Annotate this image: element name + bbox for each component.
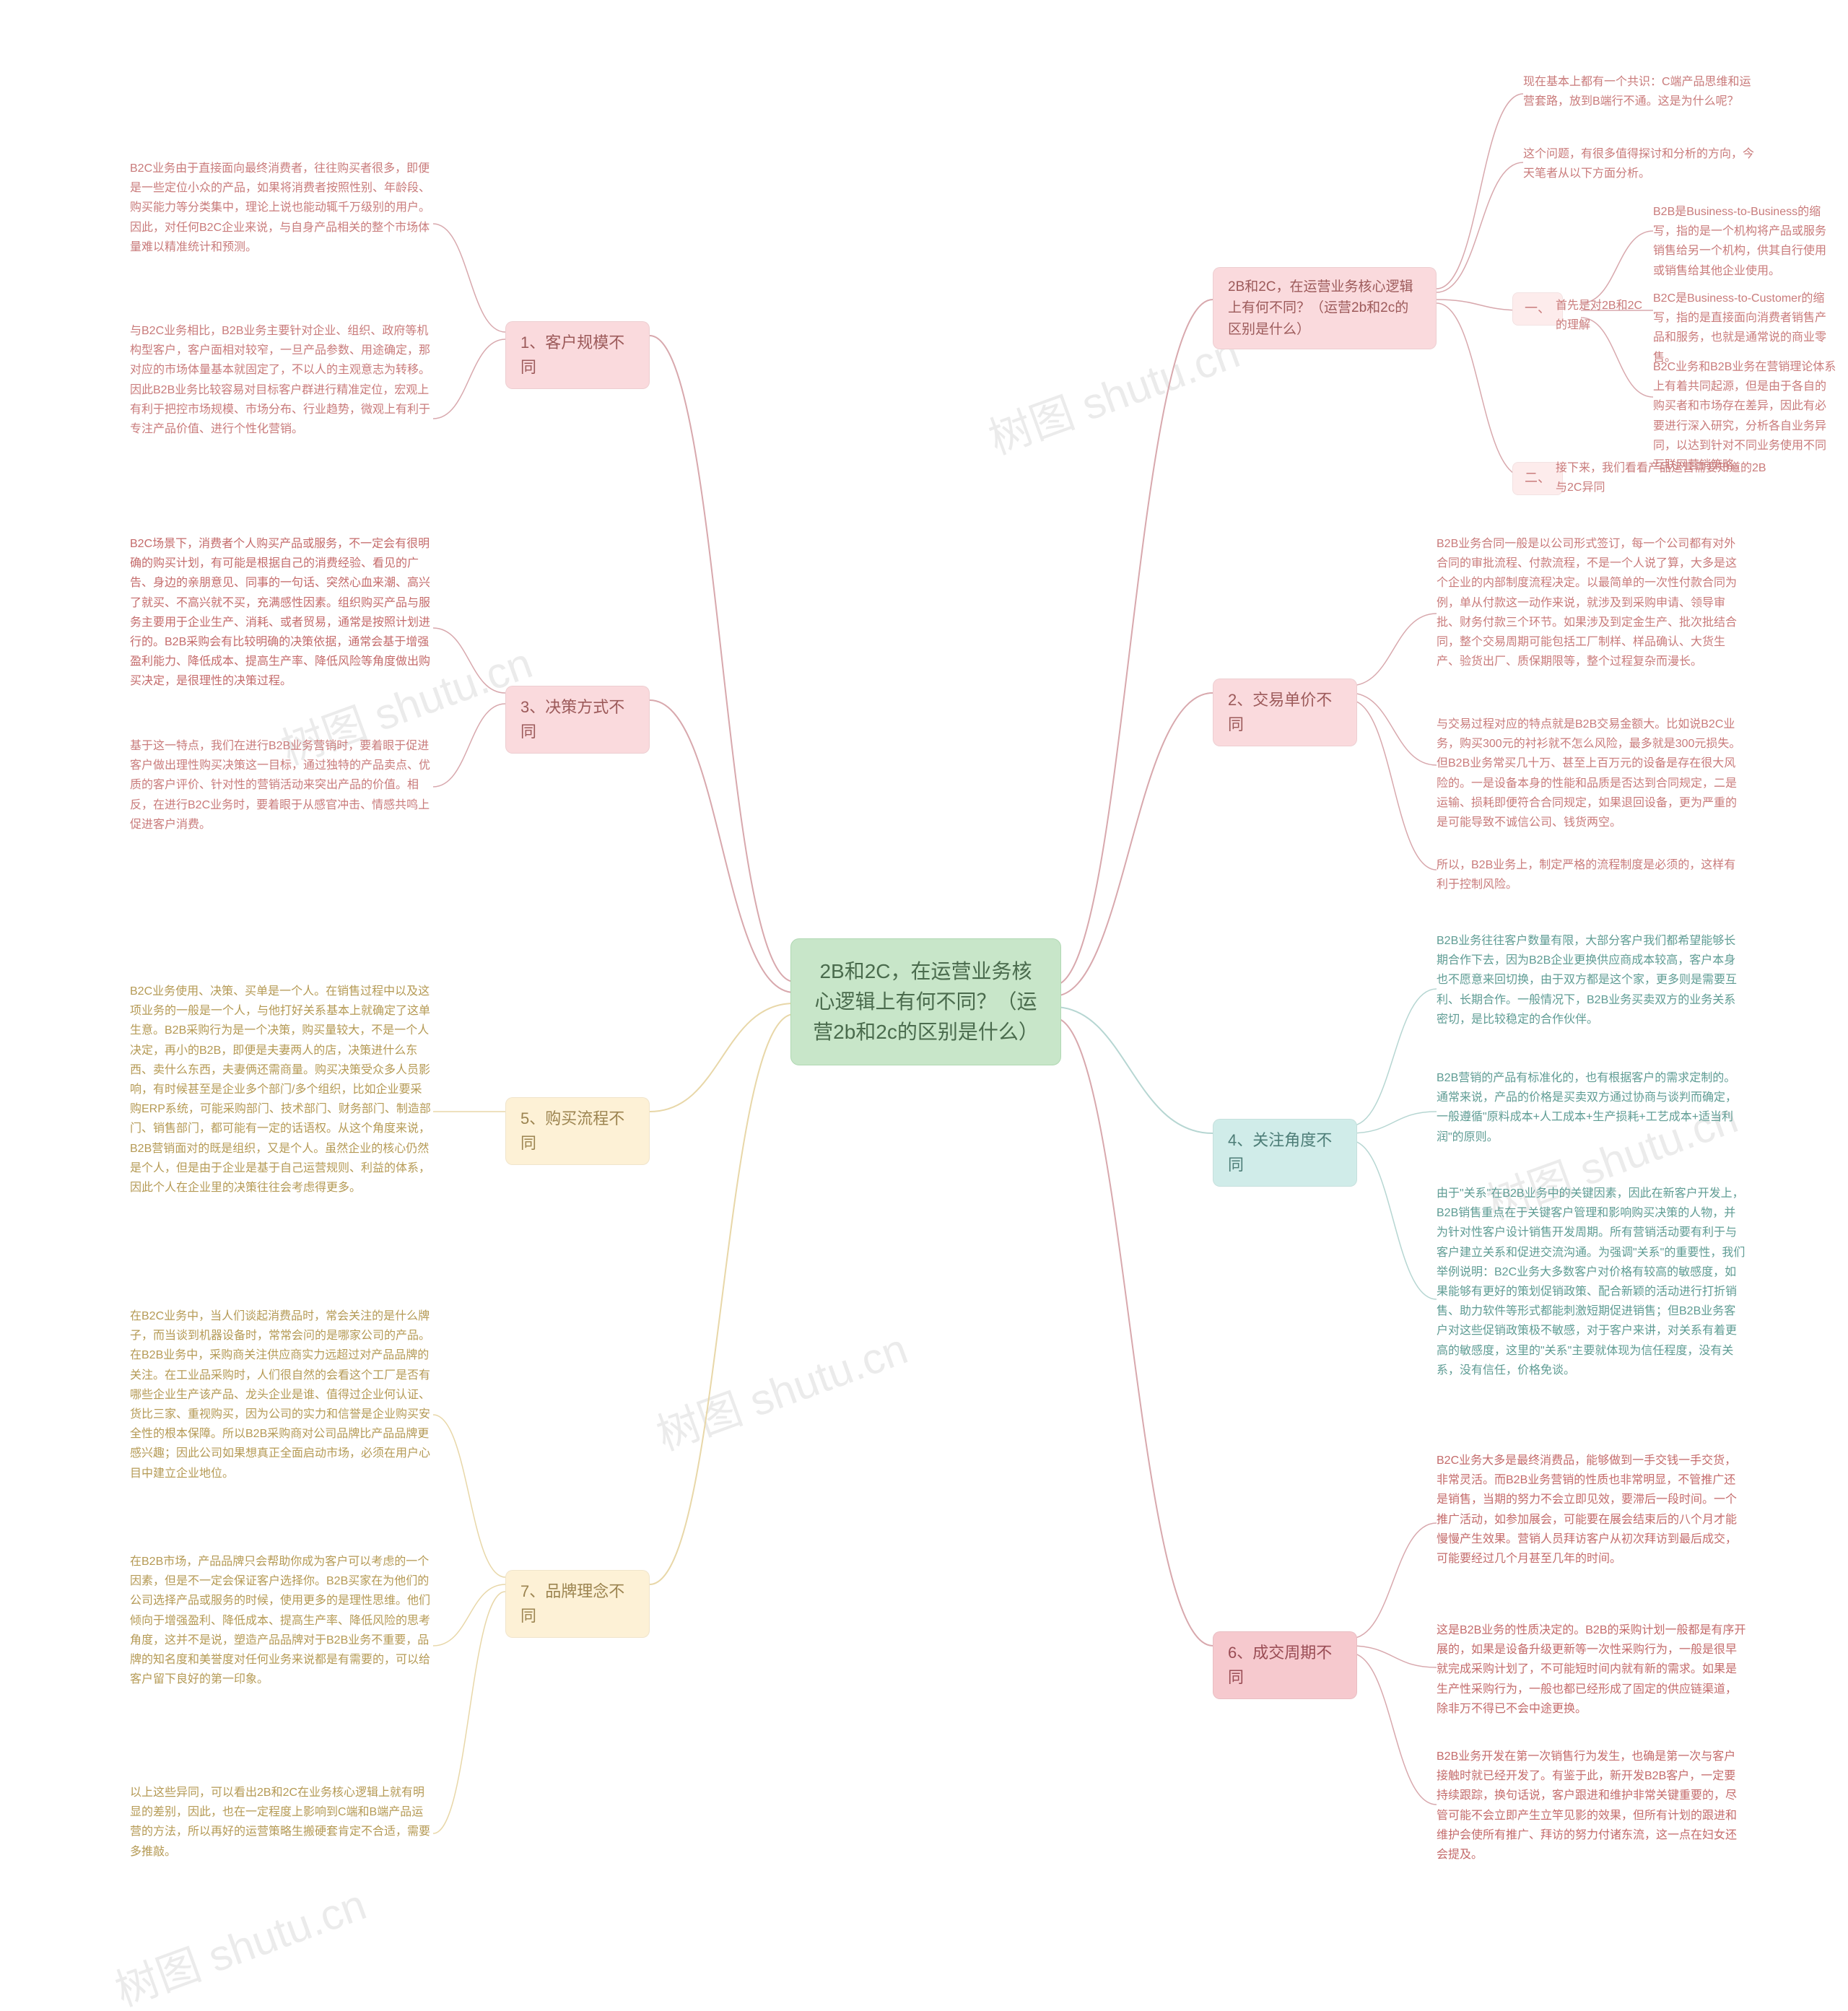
leaf-b2-a: B2B业务合同一般是以公司形式签订，每一个公司都有对外合同的审批流程、付款流程，… — [1437, 534, 1747, 671]
leaf-b7-a: 在B2C业务中，当人们谈起消费品时，常会关注的是什么牌子，而当谈到机器设备时，常… — [130, 1307, 433, 1483]
leaf-b3-b: 基于这一特点，我们在进行B2B业务营销时，要着眼于促进客户做出理性购买决策这一目… — [130, 736, 433, 834]
leaf-b4-b: B2B营销的产品有标准化的，也有根据客户的需求定制的。通常来说，产品的价格是买卖… — [1437, 1068, 1747, 1147]
leaf-b4-a: B2B业务往往客户数量有限，大部分客户我们都希望能够长期合作下去，因为B2B企业… — [1437, 931, 1747, 1029]
branch-2[interactable]: 2、交易单价不同 — [1213, 679, 1357, 746]
leaf-sub1-a: B2B是Business-to-Business的缩写，指的是一个机构将产品或服… — [1653, 202, 1837, 281]
leaf-b3-a: B2C场景下，消费者个人购买产品或服务，不一定会有很明确的购买计划，有可能是根据… — [130, 534, 433, 692]
leaf-b1-b: 与B2C业务相比，B2B业务主要针对企业、组织、政府等机构型客户，客户面相对较窄… — [130, 321, 433, 439]
leaf-b6-c: B2B业务开发在第一次销售行为发生，也确是第一次与客户接触时就已经开发了。有鉴于… — [1437, 1747, 1747, 1864]
sub-one-title: 首先是对2B和2C的理解 — [1556, 296, 1653, 335]
watermark: 树图 shutu.cn — [979, 318, 1247, 466]
watermark: 树图 shutu.cn — [647, 1314, 915, 1462]
leaf-sub1-c: B2C业务和B2B业务在营销理论体系上有着共同起源，但是由于各自的购买者和市场存… — [1653, 357, 1837, 475]
leaf-rt-a: 现在基本上都有一个共识：C端产品思维和运营套路，放到B端行不通。这是为什么呢？ — [1523, 72, 1761, 111]
leaf-b7-b: 在B2B市场，产品品牌只会帮助你成为客户可以考虑的一个因素，但是不一定会保证客户… — [130, 1552, 433, 1689]
branch-7[interactable]: 7、品牌理念不同 — [505, 1570, 650, 1638]
leaf-b5: B2C业务使用、决策、买单是一个人。在销售过程中以及这项业务的一般是一个人，与他… — [130, 982, 433, 1198]
branch-1[interactable]: 1、客户规模不同 — [505, 321, 650, 389]
leaf-b7-c: 以上这些异同，可以看出2B和2C在业务核心逻辑上就有明显的差别，因此，也在一定程… — [130, 1783, 433, 1862]
leaf-b4-c: 由于"关系"在B2B业务中的关键因素，因此在新客户开发上，B2B销售重点在于关键… — [1437, 1184, 1747, 1380]
branch-3[interactable]: 3、决策方式不同 — [505, 686, 650, 754]
sub-two-title: 接下来，我们看看产品运营需要知道的2B与2C异同 — [1556, 458, 1772, 497]
leaf-b2-c: 所以，B2B业务上，制定严格的流程制度是必须的，这样有利于控制风险。 — [1437, 855, 1747, 894]
sub-two-label: 二、 — [1525, 471, 1551, 485]
leaf-b1-a: B2C业务由于直接面向最终消费者，往往购买者很多，即便是一些定位小众的产品，如果… — [130, 159, 433, 257]
branch-4[interactable]: 4、关注角度不同 — [1213, 1119, 1357, 1187]
center-topic[interactable]: 2B和2C，在运营业务核心逻辑上有何不同？（运营2b和2c的区别是什么） — [790, 938, 1061, 1065]
branch-5[interactable]: 5、购买流程不同 — [505, 1097, 650, 1165]
leaf-sub1-b: B2C是Business-to-Customer的缩写，指的是直接面向消费者销售… — [1653, 289, 1837, 367]
sub-one-label: 一、 — [1525, 301, 1551, 315]
leaf-rt-b: 这个问题，有很多值得探讨和分析的方向，今天笔者从以下方面分析。 — [1523, 144, 1761, 183]
branch-6[interactable]: 6、成交周期不同 — [1213, 1631, 1357, 1699]
branch-right-top[interactable]: 2B和2C，在运营业务核心逻辑上有何不同？（运营2b和2c的区别是什么） — [1213, 267, 1437, 349]
watermark: 树图 shutu.cn — [105, 1870, 373, 2011]
leaf-b6-b: 这是B2B业务的性质决定的。B2B的采购计划一般都是有序开展的，如果是设备升级更… — [1437, 1620, 1747, 1719]
leaf-b6-a: B2C业务大多是最终消费品，能够做到一手交钱一手交货，非常灵活。而B2B业务营销… — [1437, 1451, 1747, 1569]
leaf-b2-b: 与交易过程对应的特点就是B2B交易金额大。比如说B2C业务，购买300元的衬衫就… — [1437, 715, 1747, 832]
